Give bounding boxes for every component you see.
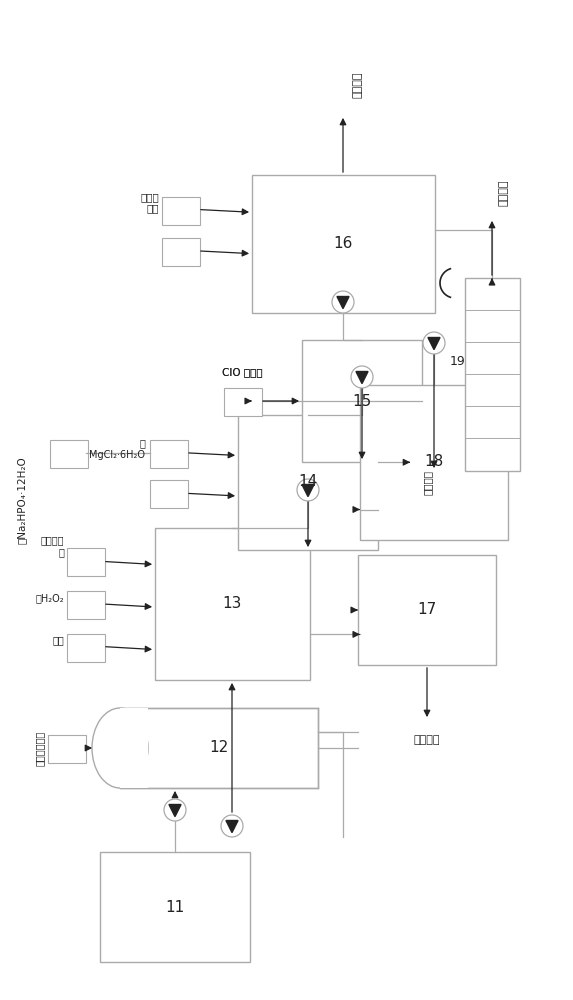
Text: 14: 14: [299, 475, 317, 489]
Bar: [155, 528, 310, 680]
Bar: [67, 634, 105, 662]
Text: 12: 12: [209, 740, 229, 756]
Text: ClO 发生器: ClO 发生器: [222, 367, 262, 377]
Polygon shape: [226, 820, 238, 833]
Text: 加
MgCl₂·6H₂O: 加 MgCl₂·6H₂O: [89, 438, 145, 460]
Bar: [150, 480, 188, 508]
Text: 17: 17: [417, 602, 437, 617]
Circle shape: [423, 332, 445, 354]
Text: 加硫酸亚
铁: 加硫酸亚 铁: [41, 535, 64, 557]
Text: 11: 11: [166, 900, 185, 914]
Polygon shape: [169, 804, 181, 817]
Bar: [48, 735, 86, 763]
Bar: [465, 278, 520, 471]
Text: 磷酸铵镁: 磷酸铵镁: [423, 470, 433, 495]
Polygon shape: [428, 338, 440, 350]
Bar: [162, 238, 200, 266]
Polygon shape: [302, 485, 314, 497]
Bar: [358, 555, 496, 665]
Circle shape: [351, 366, 373, 388]
Bar: [238, 415, 378, 550]
Bar: [120, 708, 318, 788]
Bar: [50, 440, 88, 468]
Bar: [67, 548, 105, 576]
Polygon shape: [356, 371, 368, 384]
Text: 19: 19: [450, 355, 466, 368]
Text: 加Na₂HPO₄·12H₂O: 加Na₂HPO₄·12H₂O: [17, 456, 27, 544]
Circle shape: [332, 291, 354, 313]
Text: 臭氧发
生器: 臭氧发 生器: [140, 192, 159, 213]
Circle shape: [297, 479, 319, 501]
Bar: [360, 385, 508, 540]
Bar: [100, 852, 250, 962]
Polygon shape: [337, 296, 349, 309]
Text: 污泥外运: 污泥外运: [499, 180, 509, 206]
Text: 加酸或碱再生: 加酸或碱再生: [35, 730, 45, 766]
Bar: [302, 340, 422, 462]
Bar: [67, 591, 105, 619]
Bar: [224, 388, 262, 416]
Text: 16: 16: [333, 236, 353, 251]
Bar: [150, 440, 188, 468]
Text: 加H₂O₂: 加H₂O₂: [36, 593, 64, 603]
Text: 加酸: 加酸: [52, 635, 64, 645]
Circle shape: [164, 799, 186, 821]
Ellipse shape: [92, 708, 148, 788]
Text: 18: 18: [425, 454, 444, 470]
Bar: [252, 175, 435, 313]
Bar: [162, 196, 200, 225]
Circle shape: [221, 815, 243, 837]
Text: 13: 13: [222, 596, 242, 611]
Text: ClO 发生器: ClO 发生器: [222, 367, 262, 377]
Text: 15: 15: [352, 393, 372, 408]
Bar: [120, 708, 148, 788]
Text: 镍盐产品: 镍盐产品: [414, 735, 440, 745]
Text: 次氯酸钠: 次氯酸钠: [353, 72, 363, 98]
